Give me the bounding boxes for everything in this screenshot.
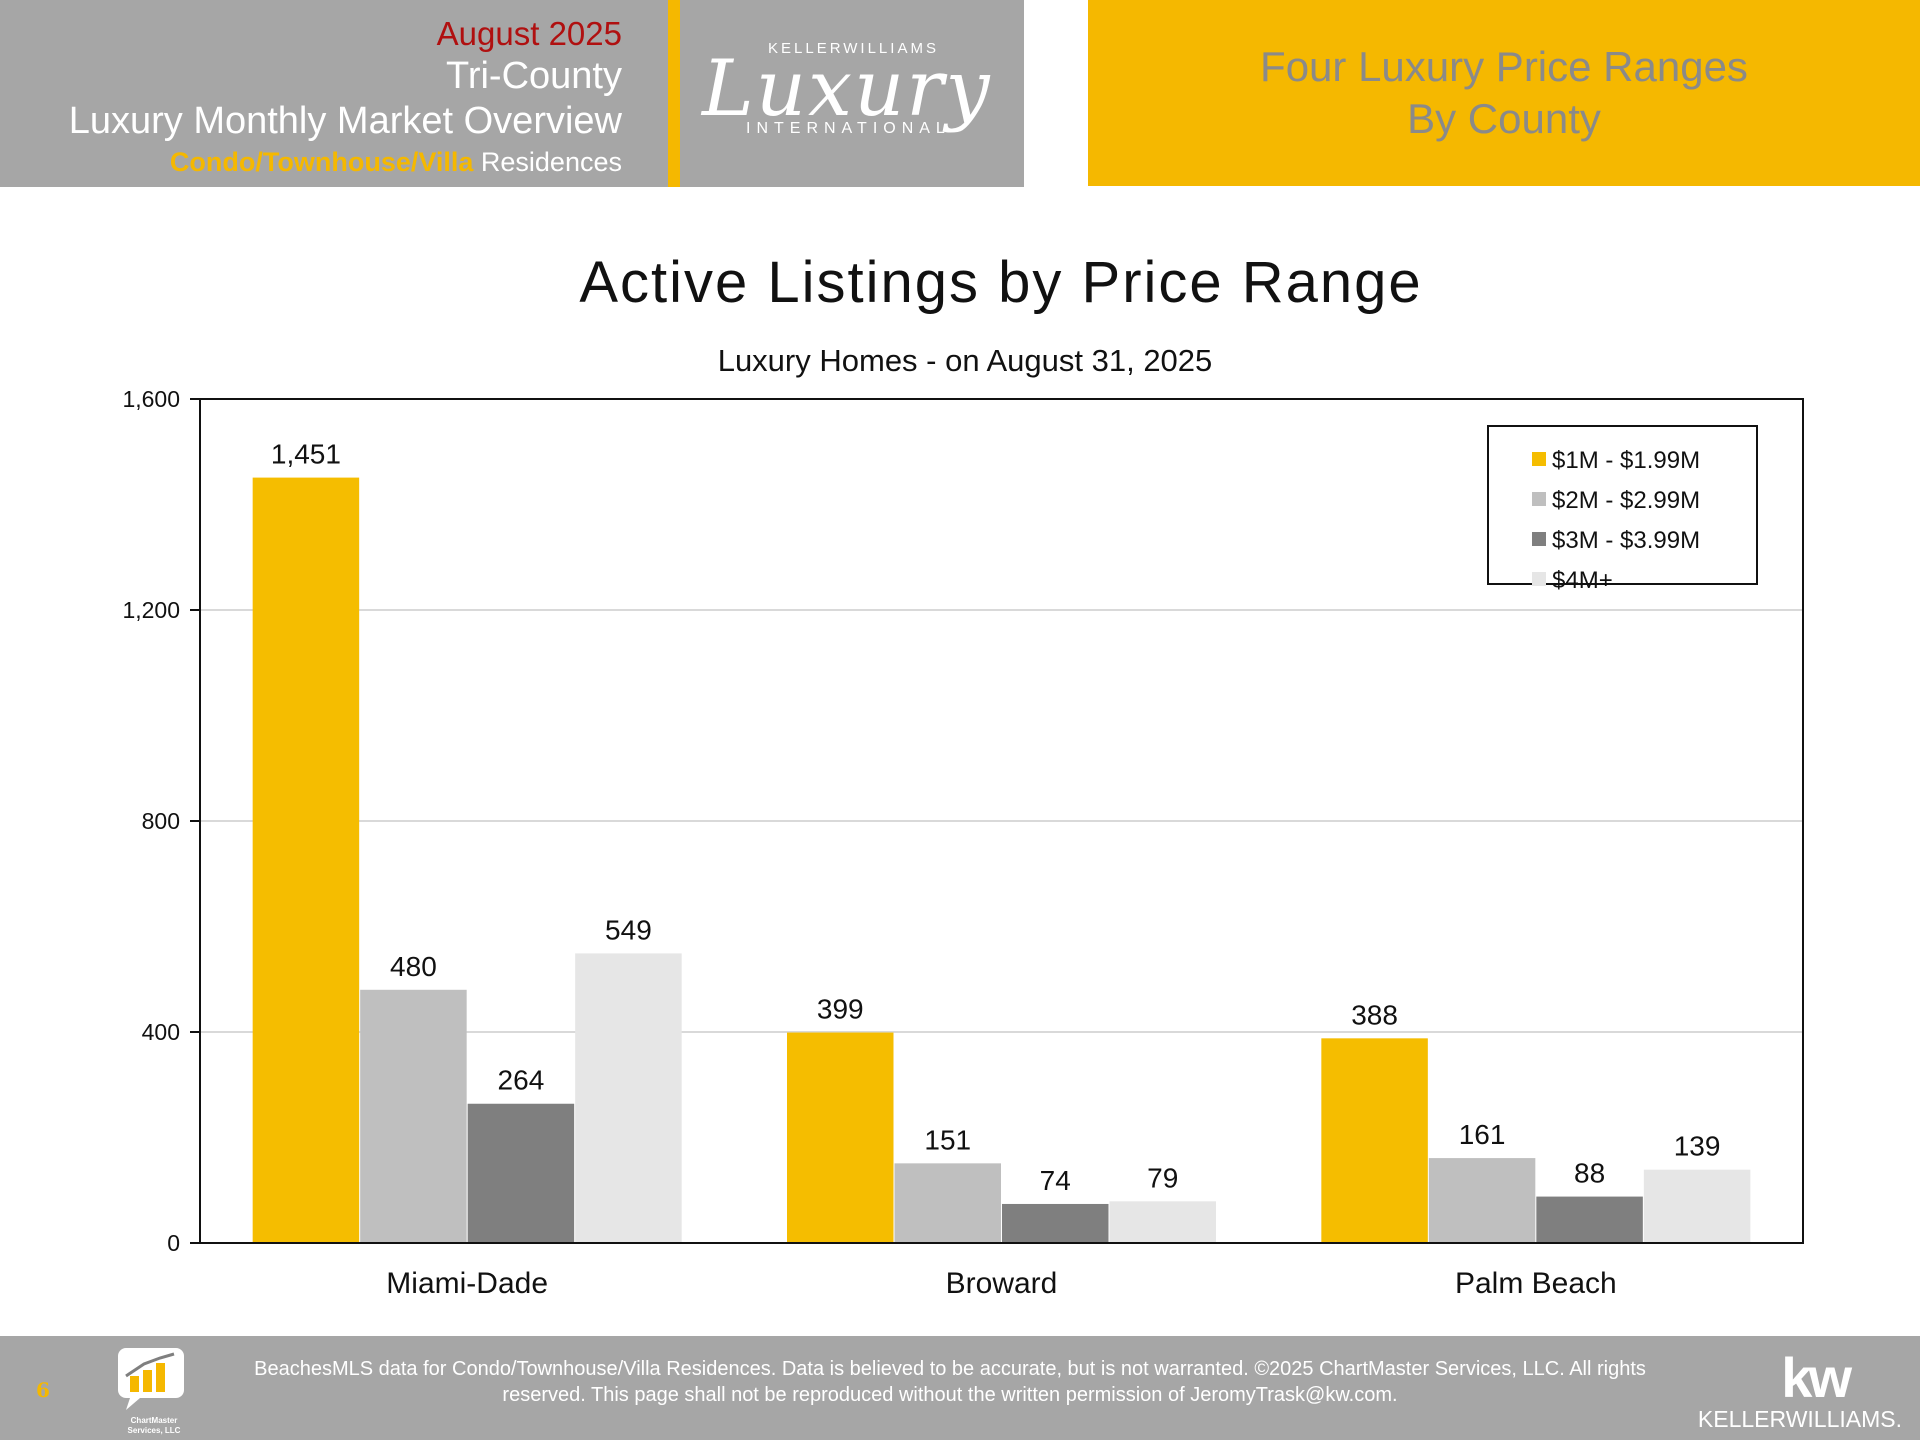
section-title-line1: Four Luxury Price Ranges bbox=[1260, 43, 1748, 90]
bar bbox=[1109, 1201, 1216, 1243]
bar-data-label: 480 bbox=[390, 951, 437, 982]
legend-swatch bbox=[1532, 452, 1546, 466]
logo-brand-top: KELLERWILLIAMS bbox=[768, 40, 939, 57]
logo-brand-bottom: INTERNATIONAL bbox=[746, 120, 951, 137]
legend-swatch bbox=[1532, 572, 1546, 586]
legend-swatch bbox=[1532, 532, 1546, 546]
x-category-label: Miami-Dade bbox=[386, 1267, 548, 1300]
property-type-accent: Condo/Townhouse/Villa bbox=[169, 147, 474, 177]
kw-luxury-logo: KELLERWILLIAMS Luxury INTERNATIONAL bbox=[680, 0, 1024, 187]
bar bbox=[360, 989, 467, 1243]
bar-data-label: 161 bbox=[1459, 1119, 1506, 1150]
bar bbox=[1643, 1169, 1751, 1243]
legend-label: $4M+ bbox=[1552, 567, 1613, 594]
copyright-disclaimer: BeachesMLS data for Condo/Townhouse/Vill… bbox=[254, 1358, 1646, 1406]
bar bbox=[252, 477, 360, 1243]
bar-data-label: 549 bbox=[605, 914, 652, 945]
y-tick-label: 0 bbox=[167, 1230, 180, 1256]
x-category-label: Broward bbox=[946, 1267, 1058, 1300]
property-type: Condo/Townhouse/Villa Residences bbox=[69, 144, 622, 180]
chartmaster-logo-icon bbox=[118, 1348, 184, 1410]
bar-data-label: 264 bbox=[498, 1065, 545, 1096]
kw-logo-wordmark: KELLERWILLIAMS. bbox=[1697, 1406, 1902, 1432]
report-title: Luxury Monthly Market Overview bbox=[68, 100, 622, 142]
logo-brand-main: Luxury bbox=[702, 44, 992, 134]
section-title-block: Four Luxury Price Ranges By County bbox=[1088, 0, 1920, 186]
bar bbox=[787, 1032, 894, 1243]
active-listings-chart: Active Listings by Price Range Luxury Ho… bbox=[122, 250, 1804, 1300]
chartmaster-line1: ChartMaster bbox=[130, 1416, 178, 1425]
bar-data-label: 1,451 bbox=[271, 439, 341, 470]
bar bbox=[1536, 1196, 1643, 1243]
x-category-label: Palm Beach bbox=[1455, 1267, 1617, 1300]
chartmaster-line2: Services, LLC bbox=[127, 1426, 181, 1435]
kw-logo-mark: kw bbox=[1781, 1346, 1852, 1409]
legend-label: $2M - $2.99M bbox=[1552, 487, 1700, 514]
footer-bar: 6 ChartMaster Services, LLC BeachesMLS da… bbox=[0, 1336, 1920, 1440]
bar-data-label: 88 bbox=[1574, 1158, 1605, 1189]
bar bbox=[1428, 1158, 1536, 1243]
report-region: Tri-County bbox=[446, 55, 622, 97]
y-tick-label: 1,200 bbox=[122, 597, 180, 623]
bar bbox=[575, 953, 682, 1243]
bar-data-label: 79 bbox=[1147, 1162, 1178, 1193]
section-title-line2: By County bbox=[1407, 95, 1601, 142]
bar-data-label: 399 bbox=[817, 994, 864, 1025]
bar bbox=[467, 1103, 575, 1243]
legend-swatch bbox=[1532, 492, 1546, 506]
y-tick-label: 1,600 bbox=[122, 386, 180, 412]
chart-title: Active Listings by Price Range bbox=[579, 250, 1422, 315]
bar-data-label: 139 bbox=[1674, 1131, 1721, 1162]
property-type-rest: Residences bbox=[473, 147, 622, 177]
gold-divider-stripe bbox=[668, 0, 680, 187]
bar-data-label: 151 bbox=[924, 1124, 971, 1155]
header-title-block: August 2025 Tri-County Luxury Monthly Ma… bbox=[0, 0, 668, 187]
legend-label: $1M - $1.99M bbox=[1552, 447, 1700, 474]
bar-data-label: 74 bbox=[1040, 1165, 1071, 1196]
y-tick-label: 400 bbox=[142, 1019, 180, 1045]
bar bbox=[1002, 1203, 1109, 1243]
chartmaster-name: ChartMaster Services, LLC bbox=[108, 1416, 200, 1436]
bar-data-label: 388 bbox=[1351, 999, 1398, 1030]
bar bbox=[894, 1163, 1001, 1243]
y-tick-label: 800 bbox=[142, 808, 180, 834]
page-number: 6 bbox=[36, 1378, 50, 1402]
chart-subtitle: Luxury Homes - on August 31, 2025 bbox=[718, 343, 1213, 378]
bar bbox=[1321, 1038, 1428, 1243]
report-month: August 2025 bbox=[436, 15, 622, 52]
legend-label: $3M - $3.99M bbox=[1552, 527, 1700, 554]
